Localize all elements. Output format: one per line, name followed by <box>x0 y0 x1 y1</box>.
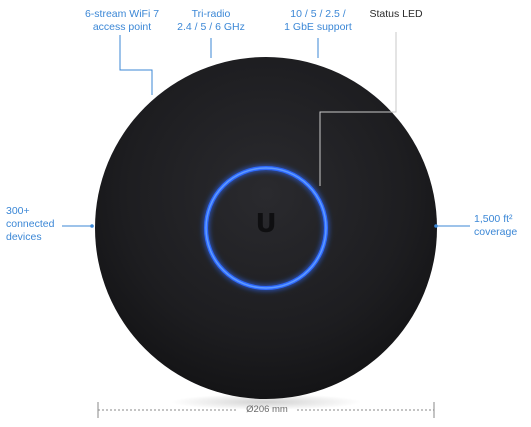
callout-tri-radio-line2: 2.4 / 5 / 6 GHz <box>177 21 245 33</box>
callout-clients-line1: 300+ <box>6 205 30 217</box>
device-body <box>95 57 437 399</box>
callout-ethernet-line1: 10 / 5 / 2.5 / <box>290 8 346 20</box>
callout-wifi7: 6-stream WiFi 7 access point <box>77 8 167 34</box>
callout-wifi7-line2: access point <box>92 21 152 33</box>
callout-clients-line2: connected <box>6 218 55 230</box>
callout-lines <box>62 35 470 227</box>
callout-status-led: Status LED <box>358 8 434 21</box>
callout-ethernet-line2: 1 GbE support <box>284 21 352 33</box>
device-shadow <box>171 394 361 410</box>
callout-wifi7-line1: 6-stream WiFi 7 <box>84 8 160 20</box>
diameter-label: Ø206 mm <box>246 404 288 415</box>
callout-clients: 300+ connected devices <box>6 205 66 244</box>
dimension-line <box>97 402 435 418</box>
ubiquiti-logo-icon: U <box>255 209 277 239</box>
callout-tri-radio: Tri-radio 2.4 / 5 / 6 GHz <box>166 8 256 34</box>
callout-status-led-line1: Status LED <box>369 8 423 20</box>
status-led-line <box>319 32 397 186</box>
callout-coverage-line1: 1,500 ft² <box>474 213 513 225</box>
callout-coverage: 1,500 ft² coverage <box>474 213 530 239</box>
callout-clients-line3: devices <box>6 231 42 243</box>
callout-coverage-line2: coverage <box>474 226 518 238</box>
callout-tri-radio-line1: Tri-radio <box>191 8 231 20</box>
callout-ethernet: 10 / 5 / 2.5 / 1 GbE support <box>268 8 368 34</box>
